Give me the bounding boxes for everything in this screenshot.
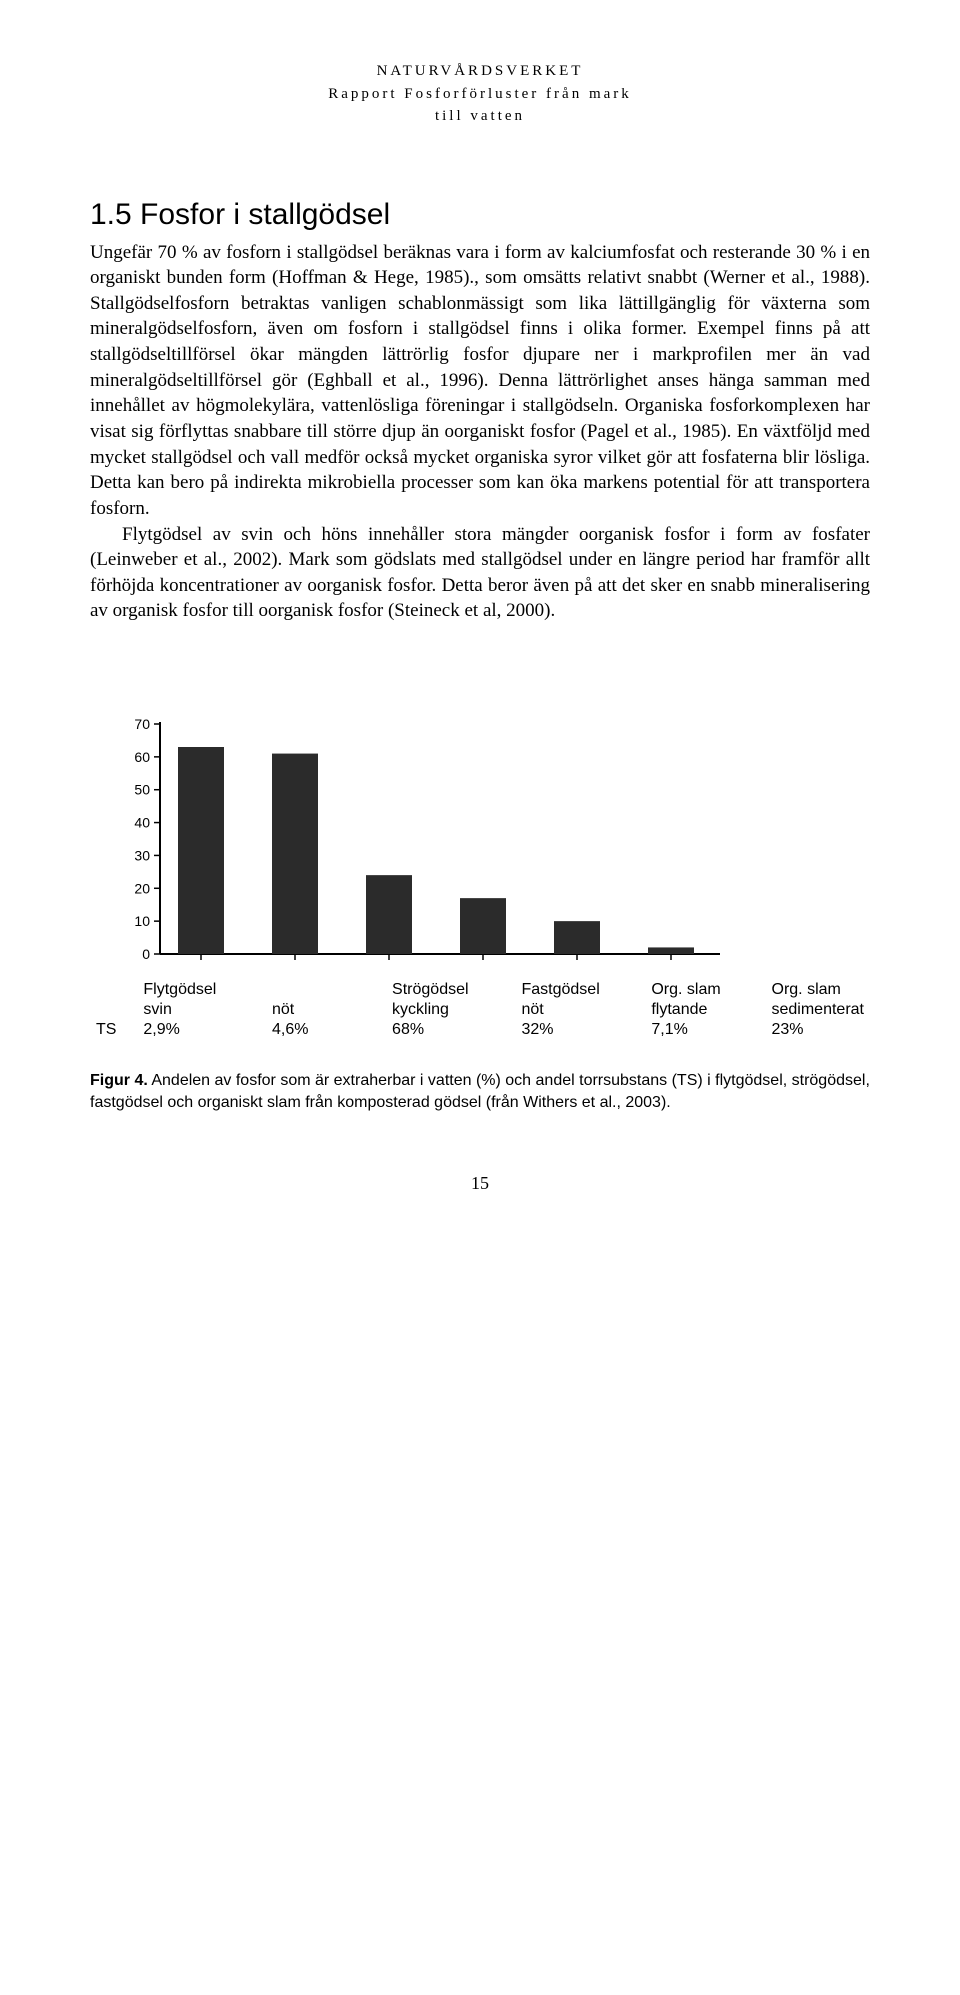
cell: kyckling	[386, 1000, 515, 1020]
figure-caption: Figur 4. Andelen av fosfor som är extrah…	[90, 1070, 870, 1113]
cell: nöt	[266, 1000, 386, 1020]
svg-text:0: 0	[142, 946, 150, 962]
cell: Fastgödsel	[515, 980, 645, 1000]
cell	[90, 1000, 137, 1020]
cell: 32%	[515, 1020, 645, 1040]
figure-4: 0 10 20 30 40 50 60 70 Flytgödsel Strögödsel Fa…	[90, 714, 870, 1113]
cell: Strögödsel	[386, 980, 515, 1000]
svg-text:50: 50	[134, 782, 150, 798]
caption-text: Andelen av fosfor som är extraherbar i v…	[90, 1072, 870, 1111]
section-title: 1.5 Fosfor i stallgödsel	[90, 198, 870, 232]
cell: Org. slam	[645, 980, 765, 1000]
table-row: svin nöt kyckling nöt flytande sedimente…	[90, 1000, 870, 1020]
body-text: Ungefär 70 % av fosforn i stallgödsel be…	[90, 240, 870, 625]
header-org: NATURVÅRDSVERKET	[90, 60, 870, 83]
cell	[266, 980, 386, 1000]
table-row: Flytgödsel Strögödsel Fastgödsel Org. sl…	[90, 980, 870, 1000]
cell: flytande	[645, 1000, 765, 1020]
svg-text:70: 70	[134, 716, 150, 732]
cell: 2,9%	[137, 1020, 266, 1040]
cell	[90, 980, 137, 1000]
paragraph-2: Flytgödsel av svin och höns innehåller s…	[90, 522, 870, 625]
cell: Flytgödsel	[137, 980, 266, 1000]
caption-label: Figur 4.	[90, 1072, 148, 1089]
cell: 23%	[766, 1020, 871, 1040]
paragraph-1: Ungefär 70 % av fosforn i stallgödsel be…	[90, 240, 870, 522]
svg-text:40: 40	[134, 815, 150, 831]
cell: sedimenterat	[766, 1000, 871, 1020]
svg-text:10: 10	[134, 913, 150, 929]
svg-text:20: 20	[134, 880, 150, 896]
cell: 7,1%	[645, 1020, 765, 1040]
chart-label-table: Flytgödsel Strögödsel Fastgödsel Org. sl…	[90, 980, 870, 1040]
page-number: 15	[90, 1173, 870, 1194]
header-report-subtitle: till vatten	[90, 105, 870, 128]
page-header: NATURVÅRDSVERKET Rapport Fosforförluster…	[90, 60, 870, 128]
table-row: TS 2,9% 4,6% 68% 32% 7,1% 23%	[90, 1020, 870, 1040]
cell: 68%	[386, 1020, 515, 1040]
cell: Org. slam	[766, 980, 871, 1000]
page: NATURVÅRDSVERKET Rapport Fosforförluster…	[0, 0, 960, 1244]
cell: TS	[90, 1020, 137, 1040]
svg-text:60: 60	[134, 749, 150, 765]
svg-text:30: 30	[134, 848, 150, 864]
cell: 4,6%	[266, 1020, 386, 1040]
cell: nöt	[515, 1000, 645, 1020]
bar-chart: 0 10 20 30 40 50 60 70	[110, 714, 730, 974]
header-report-title: Rapport Fosforförluster från mark	[90, 83, 870, 106]
cell: svin	[137, 1000, 266, 1020]
